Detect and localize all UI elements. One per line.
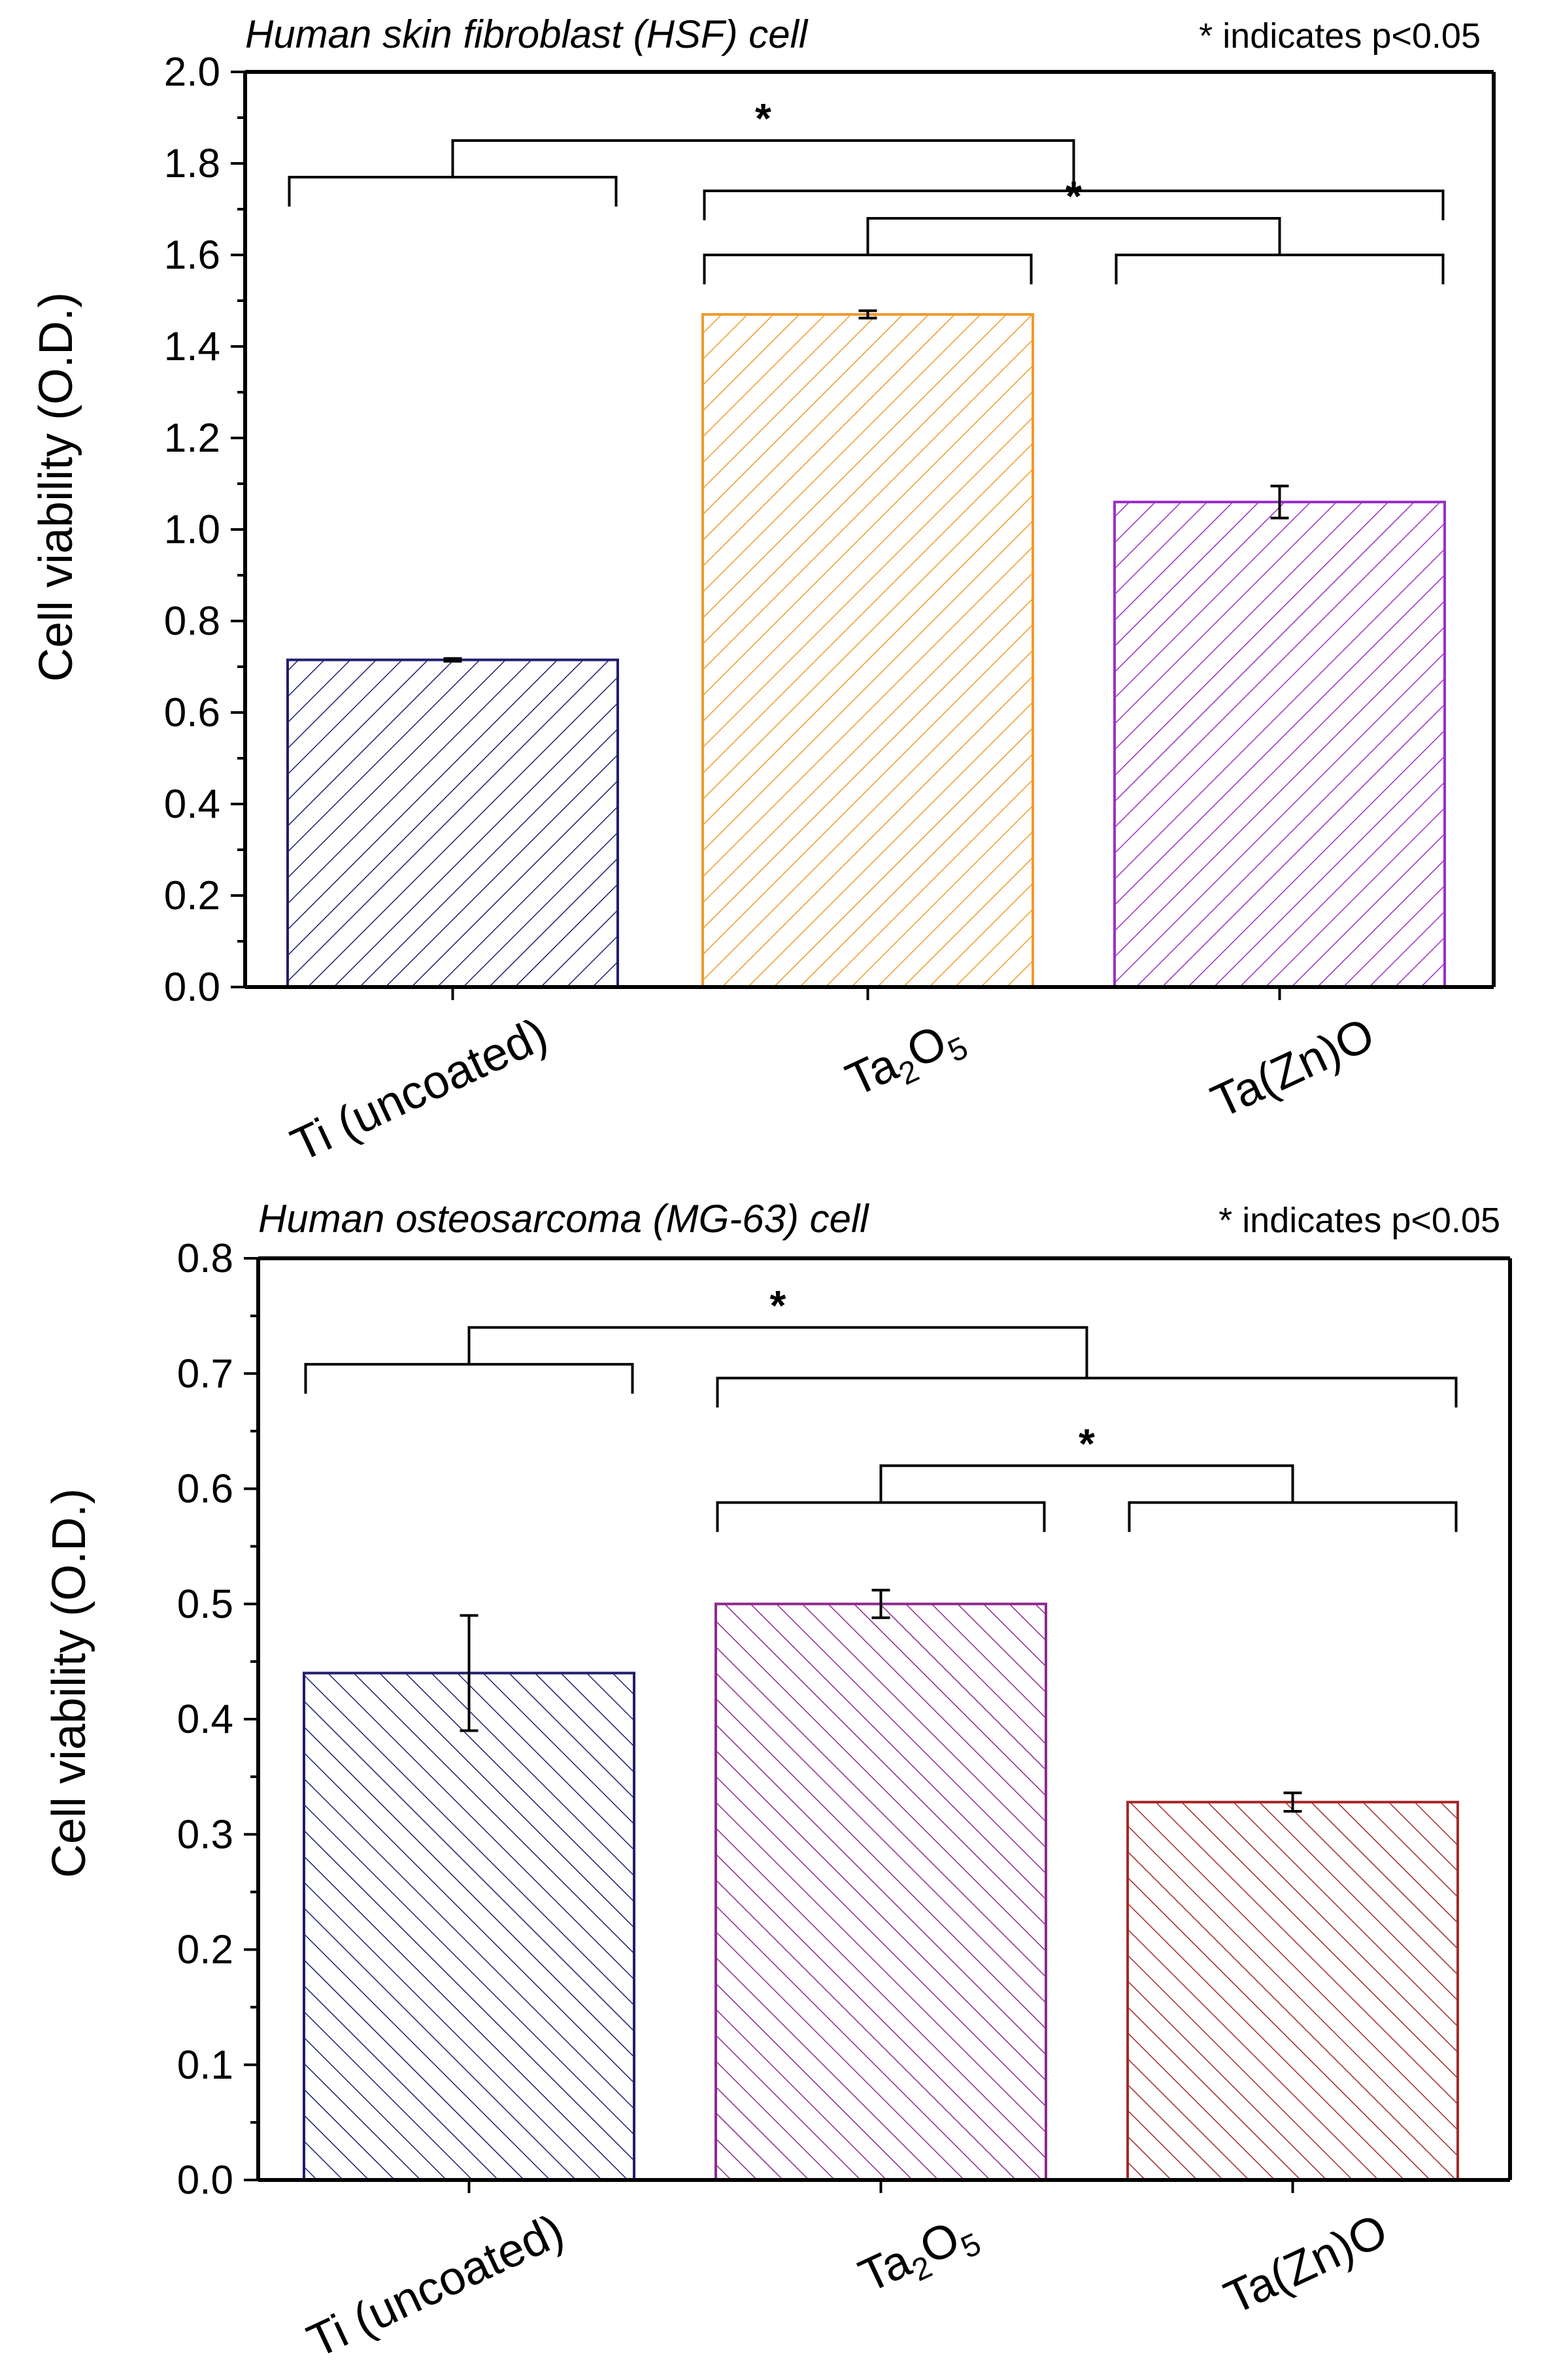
mg63-panel: Human osteosarcoma (MG-63) cell * indica… [43,1197,1512,2368]
hsf-y-tick-label: 1.2 [164,416,220,461]
mg63-bracket-1-top [879,1464,1294,1503]
hsf-significance-note: * indicates p<0.05 [1199,16,1481,56]
hsf-panel: Human skin fibroblast (HSF) cell * indic… [30,12,1496,1172]
hsf-y-tick-label: 1.0 [164,507,220,552]
mg63-bar-0 [303,1671,635,2181]
mg63-category-label-0: Ti (uncoated) [299,2204,571,2368]
mg63-error-bar-2 [1283,1791,1302,1813]
hsf-bracket-1-a [703,254,1033,284]
hsf-category-label-1: Ta2O5 [838,1008,973,1113]
mg63-bracket-1-a [716,1501,1046,1532]
hsf-significance-star-1: * [1066,173,1082,220]
mg63-category-label-2: Ta(Zn)O [1217,2204,1395,2324]
hsf-y-tick-label: 0.2 [164,873,220,918]
hsf-y-tick-label: 0.6 [164,690,220,735]
mg63-y-tick-label: 0.2 [177,1928,233,1973]
hsf-error-bar-1 [858,309,877,320]
hsf-category-label-2: Ta(Zn)O [1203,1008,1382,1128]
hsf-y-tick-label: 0.4 [164,782,220,827]
hsf-bracket-1-top [866,217,1281,255]
mg63-title: Human osteosarcoma (MG-63) cell [258,1197,869,1241]
hsf-significance-star-0: * [755,95,771,142]
mg63-significance-star-1: * [1079,1420,1095,1467]
mg63-y-tick-label: 0.3 [177,1812,233,1857]
hsf-y-tick-label: 0.8 [164,599,220,644]
mg63-bracket-0-a [304,1363,634,1394]
mg63-y-tick-label: 0.5 [177,1582,233,1627]
mg63-y-tick-label: 0.8 [177,1236,233,1281]
mg63-y-axis-label: Cell viability (O.D.) [43,1488,95,1878]
hsf-bracket-0-a [288,176,618,207]
mg63-bar-1 [714,1602,1047,2181]
mg63-significance-note: * indicates p<0.05 [1218,1201,1500,1240]
mg63-bracket-1-b [1128,1501,1458,1532]
mg63-y-tick-label: 0.6 [177,1467,233,1512]
mg63-y-tick-label: 0.0 [177,2158,233,2203]
mg63-error-bar-0 [460,1614,479,1732]
mg63-y-tick-label: 0.7 [177,1351,233,1396]
hsf-y-tick-label: 1.4 [164,324,220,369]
mg63-significance-star-0: * [770,1282,786,1329]
mg63-bracket-0-b [716,1377,1458,1408]
hsf-y-tick-label: 2.0 [164,50,220,95]
hsf-error-bar-2 [1270,484,1289,520]
hsf-title: Human skin fibroblast (HSF) cell [245,12,809,56]
mg63-y-tick-label: 0.1 [177,2043,233,2088]
hsf-error-bar-0 [443,657,462,663]
hsf-bar-1 [701,313,1034,988]
hsf-y-tick-label: 1.6 [164,233,220,278]
mg63-y-tick-label: 0.4 [177,1697,233,1742]
hsf-y-tick-label: 0.0 [164,965,220,1010]
hsf-bar-0 [286,658,619,988]
hsf-bracket-1-b [1115,254,1445,284]
hsf-y-tick-label: 1.8 [164,141,220,186]
hsf-y-axis-label: Cell viability (O.D.) [30,292,82,682]
mg63-category-label-1: Ta2O5 [851,2204,986,2309]
mg63-bracket-0-top [467,1326,1088,1379]
hsf-bar-2 [1113,501,1446,988]
hsf-bracket-0-top [451,139,1075,191]
mg63-error-bar-1 [871,1588,890,1619]
mg63-bar-2 [1126,1800,1459,2181]
hsf-category-label-0: Ti (uncoated) [283,1008,555,1172]
